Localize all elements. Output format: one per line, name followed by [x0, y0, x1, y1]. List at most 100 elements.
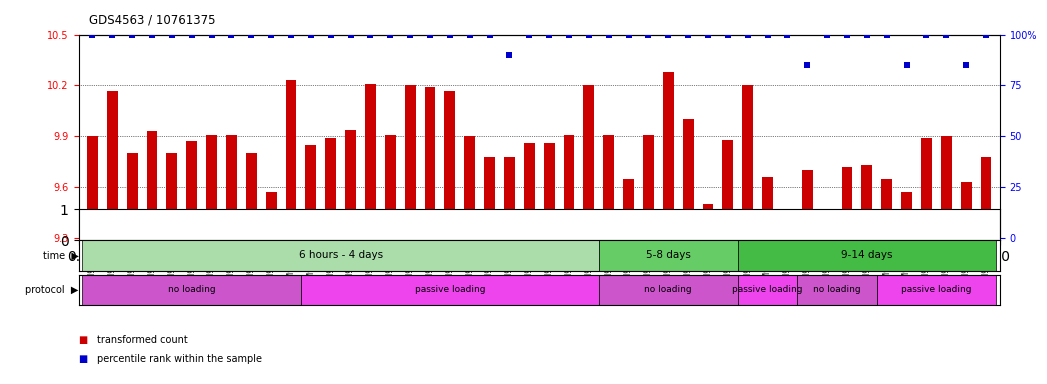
Point: [540, 31, 557, 38]
Bar: [623, 179, 634, 238]
Bar: [583, 86, 595, 238]
Text: time  ▶: time ▶: [43, 250, 79, 260]
Point: [521, 31, 538, 38]
Point: [859, 31, 875, 38]
Point: [362, 31, 379, 38]
Bar: [226, 135, 237, 238]
Point: [322, 31, 339, 38]
Point: [482, 31, 498, 38]
Point: [203, 31, 220, 38]
Bar: [484, 157, 495, 238]
Text: passive loading: passive loading: [415, 285, 485, 295]
Point: [422, 31, 439, 38]
Point: [183, 31, 200, 38]
Bar: [742, 86, 753, 238]
Point: [124, 31, 140, 38]
Bar: [286, 80, 296, 238]
Point: [382, 31, 399, 38]
Bar: [876, 275, 996, 305]
Point: [918, 31, 935, 38]
Text: percentile rank within the sample: percentile rank within the sample: [97, 354, 263, 364]
Point: [978, 31, 995, 38]
Bar: [83, 240, 599, 271]
Text: GDS4563 / 10761375: GDS4563 / 10761375: [89, 14, 216, 27]
Bar: [266, 192, 276, 238]
Bar: [703, 204, 713, 238]
Bar: [405, 86, 416, 238]
Bar: [424, 87, 436, 238]
Bar: [365, 84, 376, 238]
Point: [640, 31, 656, 38]
Point: [660, 31, 676, 38]
Text: no loading: no loading: [645, 285, 692, 295]
Bar: [643, 135, 654, 238]
Bar: [738, 275, 798, 305]
Point: [502, 52, 518, 58]
Point: [263, 31, 280, 38]
Point: [442, 31, 459, 38]
Bar: [921, 138, 932, 238]
Bar: [524, 143, 535, 238]
Bar: [87, 136, 97, 238]
Bar: [83, 275, 300, 305]
Bar: [663, 72, 673, 238]
Text: no loading: no loading: [814, 285, 861, 295]
Point: [303, 31, 319, 38]
Point: [819, 31, 836, 38]
Point: [719, 31, 736, 38]
Bar: [206, 135, 217, 238]
Point: [620, 31, 637, 38]
Bar: [901, 192, 912, 238]
Point: [342, 31, 359, 38]
Point: [799, 62, 816, 68]
Bar: [306, 145, 316, 238]
Text: transformed count: transformed count: [97, 335, 188, 345]
Text: passive loading: passive loading: [732, 285, 803, 295]
Bar: [147, 131, 157, 238]
Point: [739, 31, 756, 38]
Bar: [842, 167, 852, 238]
Text: 9-14 days: 9-14 days: [841, 250, 893, 260]
Bar: [782, 238, 793, 255]
Bar: [941, 136, 952, 238]
Bar: [599, 240, 738, 271]
Point: [878, 31, 895, 38]
Text: 5-8 days: 5-8 days: [646, 250, 691, 260]
Bar: [326, 138, 336, 238]
Point: [600, 31, 617, 38]
Point: [759, 31, 776, 38]
Bar: [683, 119, 693, 238]
Bar: [738, 240, 996, 271]
Bar: [464, 136, 475, 238]
Text: 6 hours - 4 days: 6 hours - 4 days: [298, 250, 383, 260]
Bar: [107, 91, 117, 238]
Bar: [603, 135, 615, 238]
Point: [243, 31, 260, 38]
Text: passive loading: passive loading: [901, 285, 972, 295]
Bar: [798, 275, 876, 305]
Bar: [385, 135, 396, 238]
Bar: [961, 182, 972, 238]
Bar: [981, 157, 992, 238]
Bar: [802, 170, 812, 238]
Bar: [166, 153, 177, 238]
Bar: [882, 179, 892, 238]
Point: [283, 31, 299, 38]
Point: [938, 31, 955, 38]
Point: [143, 31, 160, 38]
Point: [560, 31, 577, 38]
Point: [958, 62, 975, 68]
Bar: [722, 140, 733, 238]
Point: [163, 31, 180, 38]
Point: [462, 31, 478, 38]
Bar: [186, 141, 197, 238]
Bar: [246, 153, 257, 238]
Point: [104, 31, 120, 38]
Point: [779, 31, 796, 38]
Bar: [504, 157, 515, 238]
Bar: [346, 129, 356, 238]
Bar: [862, 165, 872, 238]
Bar: [822, 225, 832, 238]
Point: [402, 31, 419, 38]
Point: [699, 31, 716, 38]
